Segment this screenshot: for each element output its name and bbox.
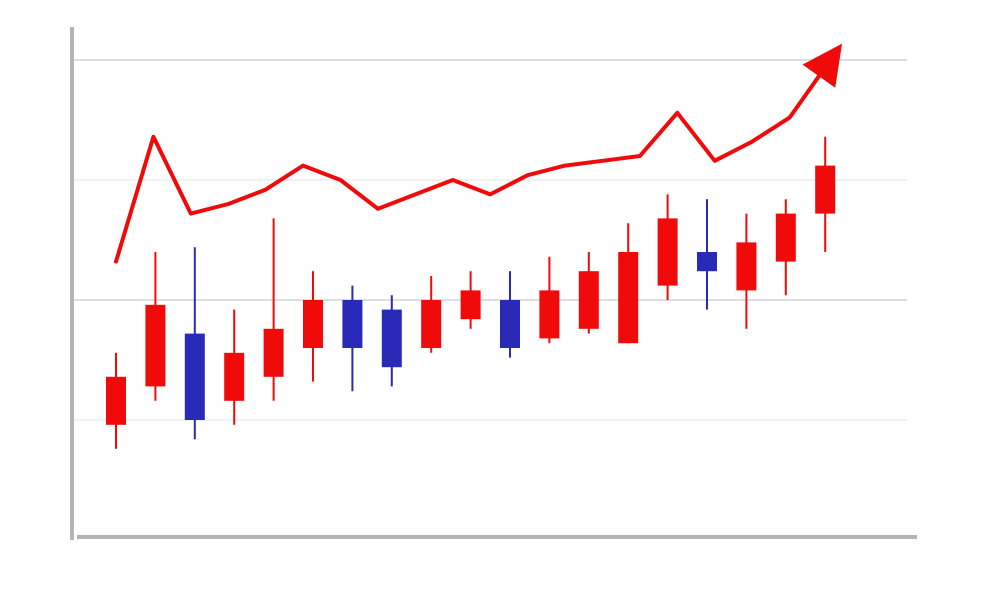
gridlines [72, 59, 907, 421]
candle [263, 218, 284, 401]
candle [342, 285, 363, 392]
trend-line-group [114, 43, 843, 264]
candle [578, 252, 599, 334]
candle-body [460, 290, 481, 320]
candle [145, 252, 166, 401]
candle-body [342, 300, 363, 348]
trend-line [114, 62, 829, 264]
candle [381, 295, 402, 387]
candle-body [224, 352, 245, 401]
candle [736, 213, 757, 329]
candle [539, 256, 560, 344]
candle-body [657, 218, 678, 286]
candle-body [381, 309, 402, 368]
candle-body [500, 300, 520, 348]
candle [500, 271, 520, 358]
candle-body [539, 290, 560, 339]
candle-body [736, 242, 757, 291]
candle [815, 136, 836, 252]
candle [421, 276, 442, 353]
candles [106, 136, 836, 449]
candle-body [106, 376, 126, 425]
candle-body [421, 300, 442, 348]
candle [460, 271, 481, 329]
candle [657, 194, 678, 300]
axes [70, 27, 917, 540]
candle-body [578, 271, 599, 329]
trend-arrow-head [802, 43, 843, 88]
candle [184, 247, 205, 440]
candle-body [303, 300, 323, 348]
candle [303, 271, 323, 382]
candle-body [618, 252, 639, 344]
candle [697, 199, 717, 310]
candle-body [145, 304, 166, 387]
candle-body [815, 165, 836, 214]
candle-body [263, 328, 284, 377]
candle [775, 199, 796, 296]
candle [618, 223, 639, 344]
candle [106, 352, 126, 449]
candle-body [697, 252, 717, 272]
candle-body [775, 213, 796, 262]
candle [224, 309, 245, 425]
candle-body [184, 333, 205, 420]
